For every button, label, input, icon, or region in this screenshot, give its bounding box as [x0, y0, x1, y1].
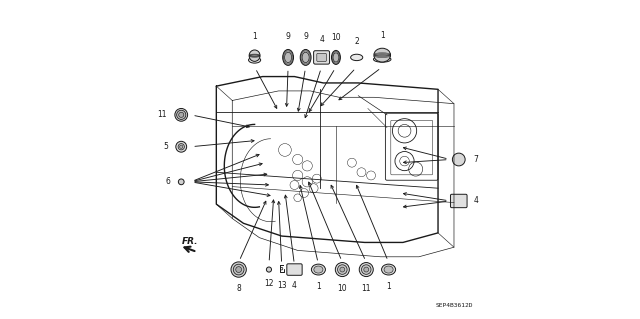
Ellipse shape — [176, 141, 187, 152]
Ellipse shape — [332, 50, 340, 64]
Text: 6: 6 — [166, 177, 170, 186]
Ellipse shape — [300, 49, 311, 65]
Text: 10: 10 — [337, 284, 347, 293]
Text: 12: 12 — [264, 279, 274, 288]
Ellipse shape — [283, 49, 294, 65]
Text: 4: 4 — [474, 197, 479, 205]
Ellipse shape — [249, 50, 260, 61]
Ellipse shape — [335, 263, 349, 277]
Text: SEP4B3612D: SEP4B3612D — [436, 303, 473, 308]
Ellipse shape — [236, 267, 241, 272]
Text: 9: 9 — [285, 33, 291, 41]
Ellipse shape — [340, 267, 345, 272]
Ellipse shape — [178, 144, 184, 150]
Text: 11: 11 — [157, 110, 167, 119]
Text: 2: 2 — [355, 37, 359, 46]
Ellipse shape — [266, 267, 271, 272]
Ellipse shape — [234, 264, 244, 275]
Text: 1: 1 — [386, 282, 391, 291]
Ellipse shape — [351, 54, 363, 61]
Text: 4: 4 — [292, 281, 297, 290]
Text: 8: 8 — [236, 284, 241, 293]
Ellipse shape — [285, 52, 292, 63]
Ellipse shape — [180, 145, 183, 148]
FancyBboxPatch shape — [314, 51, 330, 64]
Ellipse shape — [302, 52, 309, 63]
Ellipse shape — [248, 57, 260, 63]
Ellipse shape — [231, 262, 246, 277]
Ellipse shape — [362, 265, 371, 274]
Ellipse shape — [179, 179, 184, 185]
Ellipse shape — [359, 263, 373, 277]
FancyBboxPatch shape — [451, 194, 467, 208]
Text: 13: 13 — [277, 281, 287, 290]
Text: 11: 11 — [362, 284, 371, 293]
Ellipse shape — [384, 266, 393, 273]
Text: 1: 1 — [252, 32, 257, 41]
Ellipse shape — [175, 108, 188, 121]
Ellipse shape — [179, 112, 184, 117]
Text: 4: 4 — [319, 35, 324, 44]
Text: 9: 9 — [303, 33, 308, 41]
Text: 10: 10 — [331, 33, 340, 42]
Ellipse shape — [381, 264, 396, 275]
Ellipse shape — [337, 265, 347, 274]
Ellipse shape — [312, 264, 325, 275]
Text: 1: 1 — [316, 282, 321, 291]
Ellipse shape — [374, 48, 390, 62]
Text: 7: 7 — [473, 155, 478, 164]
Text: 1: 1 — [380, 31, 385, 40]
Text: FR.: FR. — [182, 237, 198, 246]
Ellipse shape — [373, 56, 391, 62]
Ellipse shape — [333, 53, 339, 62]
Ellipse shape — [364, 267, 369, 272]
Ellipse shape — [314, 266, 323, 273]
Text: 5: 5 — [163, 142, 168, 151]
FancyBboxPatch shape — [287, 264, 302, 275]
Ellipse shape — [177, 110, 186, 119]
FancyBboxPatch shape — [317, 53, 326, 62]
Ellipse shape — [452, 153, 465, 166]
